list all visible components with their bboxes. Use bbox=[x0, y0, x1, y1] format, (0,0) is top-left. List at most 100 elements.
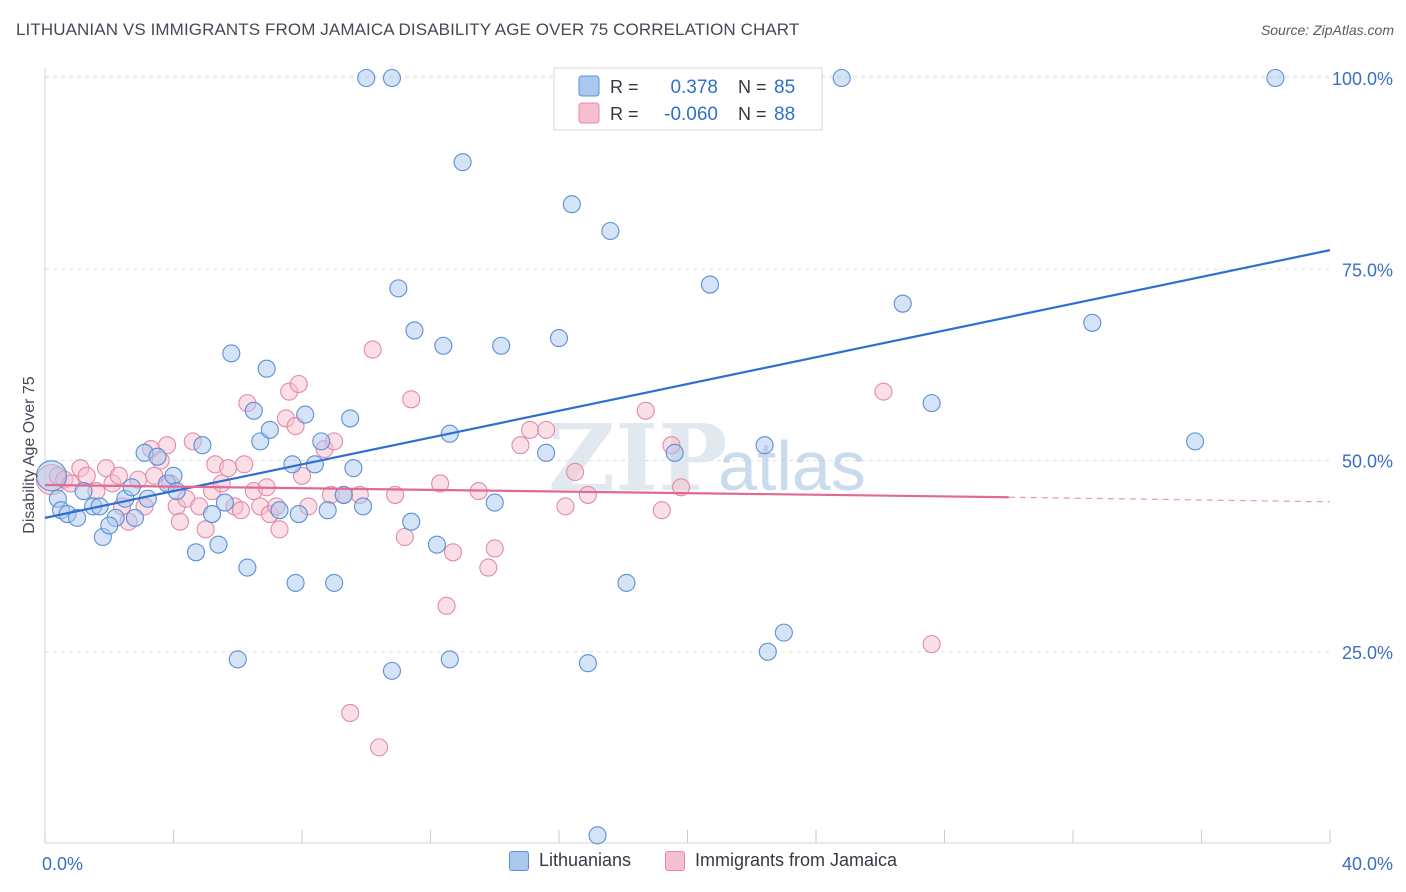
lithuanians-point-43 bbox=[344, 459, 363, 478]
lithuanians-point-35 bbox=[289, 504, 308, 524]
jamaica-point-69 bbox=[652, 501, 671, 520]
lithuanians-point-71 bbox=[832, 68, 851, 88]
jamaica-point-68 bbox=[636, 401, 655, 420]
lithuanians-point-25 bbox=[222, 344, 241, 363]
lithuanians-point-18 bbox=[164, 466, 183, 485]
y-tick-label-1: 50.0% bbox=[1342, 452, 1393, 472]
lithuanians-point-44 bbox=[353, 497, 373, 516]
legend-swatch-pink bbox=[578, 102, 600, 124]
jamaica-point-42 bbox=[289, 374, 308, 394]
watermark: ZIP atlas bbox=[548, 404, 866, 512]
legend-r-value-1: 0.378 bbox=[670, 77, 718, 98]
lithuanians-point-47 bbox=[382, 661, 402, 680]
lithuanians-point-76 bbox=[1266, 68, 1285, 88]
lithuanians-point-59 bbox=[549, 329, 569, 348]
lithuanians-point-27 bbox=[238, 558, 257, 577]
legend-r-label-1: R = bbox=[610, 77, 639, 97]
trend-line-lithuanians bbox=[44, 249, 1331, 519]
watermark-zip: ZIP bbox=[548, 404, 727, 512]
chart-title: LITHUANIAN VS IMMIGRANTS FROM JAMAICA DI… bbox=[16, 20, 800, 39]
jamaica-point-27 bbox=[212, 474, 231, 493]
lithuanians-point-40 bbox=[325, 573, 344, 592]
lithuanians-point-30 bbox=[257, 359, 276, 378]
jamaica-point-28 bbox=[219, 459, 238, 478]
lithuanians-point-66 bbox=[700, 275, 720, 294]
legend-n-label-1: N = bbox=[738, 77, 767, 97]
lithuanians-point-39 bbox=[318, 501, 337, 520]
jamaica-point-57 bbox=[437, 596, 456, 615]
legend-label-jamaica: Immigrants from Jamaica bbox=[695, 850, 898, 870]
lithuanians-point-13 bbox=[125, 508, 144, 527]
jamaica-point-64 bbox=[537, 420, 556, 439]
lithuanians-point-10 bbox=[100, 516, 119, 535]
legend-r-value-2: -0.060 bbox=[664, 104, 718, 125]
lithuanians-point-65 bbox=[665, 443, 684, 462]
lithuanians-point-68 bbox=[755, 436, 774, 455]
legend-swatch-jamaica bbox=[665, 850, 686, 871]
lithuanians-point-48 bbox=[389, 279, 408, 298]
lithuanians-point-36 bbox=[296, 405, 315, 424]
lithuanians-point-32 bbox=[270, 501, 289, 520]
jamaica-point-52 bbox=[370, 738, 389, 757]
stats-legend: R = 0.378 N = 85 R = -0.060 N = 88 bbox=[553, 67, 823, 131]
lithuanians-point-38 bbox=[312, 432, 331, 451]
lithuanians-point-20 bbox=[186, 543, 206, 562]
x-tick-label-start: 0.0% bbox=[42, 854, 83, 874]
jamaica-point-63 bbox=[521, 420, 540, 439]
lithuanians-point-60 bbox=[562, 195, 581, 214]
series-legend: Lithuanians Immigrants from Jamaica bbox=[0, 850, 1406, 871]
lithuanians-point-0 bbox=[35, 460, 67, 492]
legend-swatch-lithuanians bbox=[508, 850, 529, 871]
lithuanians-point-4 bbox=[68, 508, 87, 527]
watermark-atlas: atlas bbox=[718, 427, 866, 505]
legend-r-label-2: R = bbox=[610, 104, 639, 124]
jamaica-point-73 bbox=[922, 635, 941, 654]
jamaica-point-51 bbox=[363, 340, 382, 359]
lithuanians-point-12 bbox=[122, 478, 141, 497]
y-tick-label-0: 25.0% bbox=[1342, 643, 1393, 663]
lithuanians-point-37 bbox=[305, 455, 324, 474]
jamaica-point-58 bbox=[443, 543, 463, 562]
lithuanians-point-5 bbox=[74, 482, 93, 501]
lithuanians-point-73 bbox=[922, 394, 941, 413]
lithuanians-point-24 bbox=[215, 493, 234, 512]
lithuanians-point-49 bbox=[402, 512, 421, 531]
legend-label-lithuanians: Lithuanians bbox=[538, 850, 632, 870]
lithuanians-point-70 bbox=[774, 623, 793, 642]
jamaica-point-61 bbox=[485, 539, 504, 558]
jamaica-point-67 bbox=[578, 485, 597, 504]
lithuanians-point-62 bbox=[588, 826, 607, 845]
jamaica-point-62 bbox=[511, 436, 530, 455]
lithuanians-point-45 bbox=[357, 68, 376, 88]
legend-item-lithuanians: Lithuanians bbox=[508, 850, 632, 871]
legend-n-label-2: N = bbox=[738, 104, 767, 124]
lithuanians-point-63 bbox=[601, 221, 620, 241]
lithuanians-point-16 bbox=[148, 447, 167, 466]
lithuanians-point-61 bbox=[578, 654, 597, 673]
jamaica-point-38 bbox=[270, 520, 289, 539]
x-tick-label-end: 40.0% bbox=[1342, 854, 1393, 874]
jamaica-point-30 bbox=[231, 501, 251, 520]
legend-item-jamaica: Immigrants from Jamaica bbox=[665, 850, 897, 871]
lithuanians-point-26 bbox=[228, 650, 247, 669]
jamaica-point-65 bbox=[556, 497, 575, 516]
trend-line-jamaica bbox=[44, 483, 1009, 499]
jamaica-point-49 bbox=[341, 703, 360, 723]
jamaica-point-60 bbox=[479, 558, 498, 577]
y-tick-label-2: 75.0% bbox=[1342, 260, 1393, 280]
lithuanians-point-28 bbox=[244, 401, 263, 420]
jamaica-point-31 bbox=[235, 455, 254, 474]
jamaica-point-66 bbox=[566, 462, 585, 482]
jamaica-point-54 bbox=[395, 527, 414, 547]
series-jamaica-points bbox=[35, 340, 941, 757]
lithuanians-point-64 bbox=[617, 573, 636, 592]
tick-labels: 25.0% 50.0% 75.0% 100.0% 0.0% 40.0% bbox=[42, 69, 1393, 874]
lithuanians-point-46 bbox=[382, 68, 402, 88]
lithuanians-point-22 bbox=[203, 504, 222, 524]
lithuanians-point-69 bbox=[758, 642, 777, 661]
series-lithuanians-points bbox=[35, 68, 1285, 845]
lithuanians-point-51 bbox=[427, 535, 446, 554]
jamaica-point-55 bbox=[402, 390, 421, 409]
lithuanians-point-72 bbox=[893, 294, 912, 313]
